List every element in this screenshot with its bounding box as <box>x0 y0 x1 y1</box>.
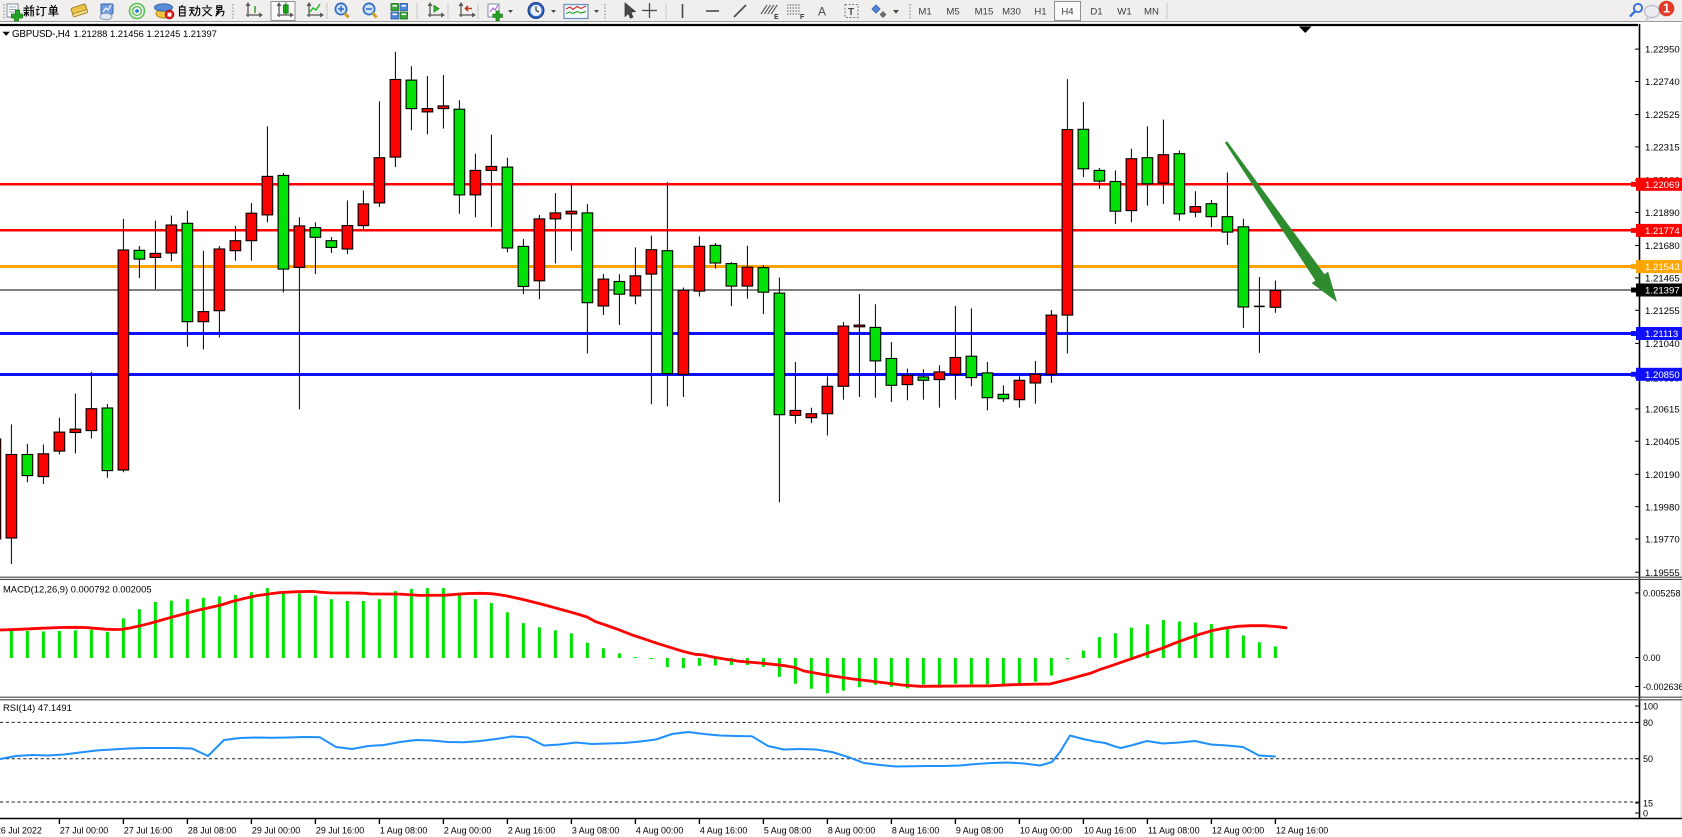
svg-text:M15: M15 <box>975 7 994 18</box>
svg-text:1.21113: 1.21113 <box>1645 329 1678 340</box>
svg-text:9 Aug 08:00: 9 Aug 08:00 <box>956 826 1003 836</box>
svg-text:0.00: 0.00 <box>1643 653 1661 663</box>
svg-text:1.21890: 1.21890 <box>1645 208 1680 219</box>
svg-text:26 Jul 2022: 26 Jul 2022 <box>0 826 42 836</box>
svg-text:29 Jul 16:00: 29 Jul 16:00 <box>316 826 364 836</box>
svg-text:1.20850: 1.20850 <box>1645 370 1680 381</box>
svg-text:28 Jul 08:00: 28 Jul 08:00 <box>188 826 236 836</box>
svg-text:27 Jul 00:00: 27 Jul 00:00 <box>60 826 108 836</box>
svg-text:1.19770: 1.19770 <box>1645 535 1680 546</box>
svg-text:1.19555: 1.19555 <box>1645 568 1680 579</box>
svg-text:2 Aug 16:00: 2 Aug 16:00 <box>508 826 555 836</box>
svg-text:E: E <box>774 14 779 21</box>
svg-text:1.21255: 1.21255 <box>1645 306 1680 317</box>
svg-text:1: 1 <box>1663 2 1670 16</box>
svg-text:MN: MN <box>1144 7 1159 18</box>
svg-text:12 Aug 16:00: 12 Aug 16:00 <box>1276 826 1328 836</box>
svg-text:D1: D1 <box>1090 7 1102 18</box>
svg-text:RSI(14) 47.1491: RSI(14) 47.1491 <box>3 702 72 713</box>
svg-text:F: F <box>800 14 805 21</box>
svg-text:M30: M30 <box>1002 7 1021 18</box>
svg-text:M5: M5 <box>946 7 959 18</box>
svg-text:80: 80 <box>1643 718 1653 728</box>
svg-text:1.21680: 1.21680 <box>1645 241 1680 252</box>
svg-text:H4: H4 <box>1061 7 1074 18</box>
svg-text:4 Aug 00:00: 4 Aug 00:00 <box>636 826 683 836</box>
svg-text:1.21543: 1.21543 <box>1645 262 1680 273</box>
svg-text:1.22315: 1.22315 <box>1645 143 1680 154</box>
svg-text:3 Aug 08:00: 3 Aug 08:00 <box>572 826 619 836</box>
svg-text:-0.002636: -0.002636 <box>1643 682 1682 692</box>
svg-text:0.005258: 0.005258 <box>1643 588 1681 598</box>
svg-text:H1: H1 <box>1034 7 1046 18</box>
svg-text:1.20190: 1.20190 <box>1645 470 1680 481</box>
svg-text:1 Aug 08:00: 1 Aug 08:00 <box>380 826 427 836</box>
svg-text:GBPUSD-,H4: GBPUSD-,H4 <box>12 29 71 40</box>
svg-text:11 Aug 08:00: 11 Aug 08:00 <box>1148 826 1200 836</box>
svg-text:1.19980: 1.19980 <box>1645 502 1680 513</box>
svg-text:1.21397: 1.21397 <box>1645 286 1680 297</box>
svg-text:T: T <box>848 7 854 18</box>
svg-text:8 Aug 16:00: 8 Aug 16:00 <box>892 826 939 836</box>
svg-text:1.20405: 1.20405 <box>1645 437 1680 448</box>
svg-text:1.21774: 1.21774 <box>1645 226 1680 237</box>
svg-text:W1: W1 <box>1117 7 1131 18</box>
svg-text:1.22950: 1.22950 <box>1645 45 1680 56</box>
svg-text:2 Aug 00:00: 2 Aug 00:00 <box>444 826 491 836</box>
svg-text:0: 0 <box>1643 808 1648 818</box>
svg-text:100: 100 <box>1643 701 1658 711</box>
svg-text:M1: M1 <box>918 7 931 18</box>
svg-text:1.22740: 1.22740 <box>1645 77 1680 88</box>
svg-text:1.21465: 1.21465 <box>1645 274 1680 285</box>
svg-text:50: 50 <box>1643 754 1653 764</box>
svg-text:15: 15 <box>1643 798 1653 808</box>
svg-text:1.22525: 1.22525 <box>1645 110 1680 121</box>
svg-text:8 Aug 00:00: 8 Aug 00:00 <box>828 826 875 836</box>
svg-text:1.21040: 1.21040 <box>1645 339 1680 350</box>
svg-text:A: A <box>818 5 826 19</box>
svg-text:10 Aug 16:00: 10 Aug 16:00 <box>1084 826 1136 836</box>
svg-text:MACD(12,26,9) 0.000792 0.00200: MACD(12,26,9) 0.000792 0.002005 <box>3 584 152 595</box>
svg-text:4 Aug 16:00: 4 Aug 16:00 <box>700 826 747 836</box>
svg-text:1.20615: 1.20615 <box>1645 405 1680 416</box>
svg-text:10 Aug 00:00: 10 Aug 00:00 <box>1020 826 1072 836</box>
svg-text:1.21288 1.21456 1.21245 1.2139: 1.21288 1.21456 1.21245 1.21397 <box>74 28 217 39</box>
svg-text:5 Aug 08:00: 5 Aug 08:00 <box>764 826 811 836</box>
svg-text:1.22069: 1.22069 <box>1645 180 1680 191</box>
svg-text:12 Aug 00:00: 12 Aug 00:00 <box>1212 826 1264 836</box>
svg-text:29 Jul 00:00: 29 Jul 00:00 <box>252 826 300 836</box>
svg-text:27 Jul 16:00: 27 Jul 16:00 <box>124 826 172 836</box>
